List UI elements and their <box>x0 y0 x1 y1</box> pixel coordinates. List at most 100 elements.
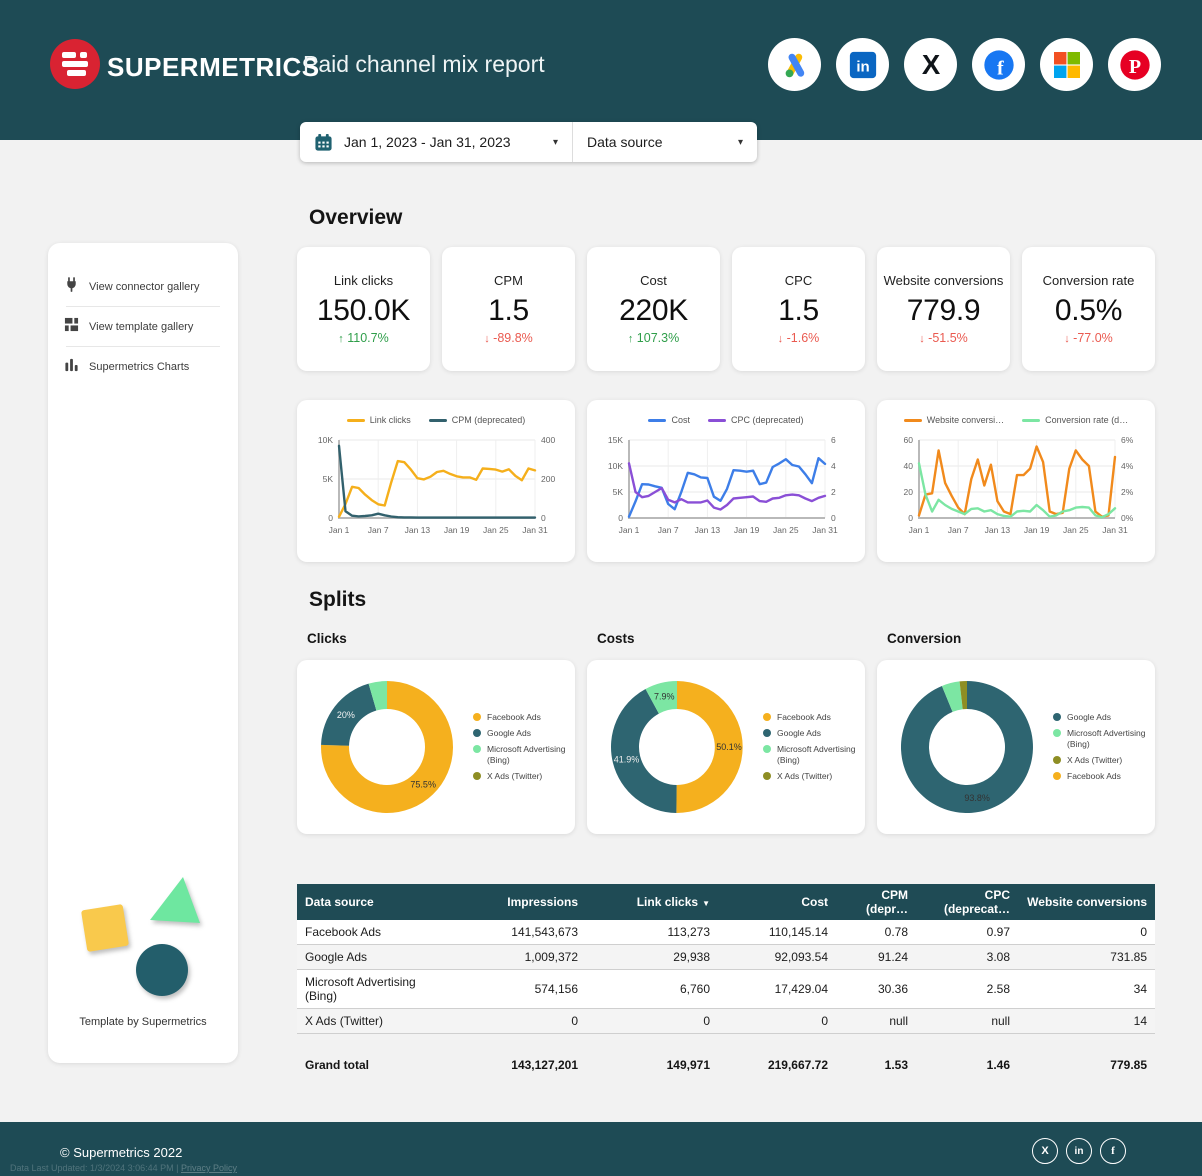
grand-total-table: Grand total 143,127,201 149,971 219,667.72 1… <box>297 1052 1155 1078</box>
svg-text:20%: 20% <box>337 710 355 720</box>
cell: 1,009,372 <box>447 944 586 970</box>
donut-legend: Facebook Ads Google Ads Microsoft Advertis… <box>473 707 575 787</box>
split-title: Clicks <box>307 631 347 646</box>
svg-text:0: 0 <box>328 513 333 523</box>
table-row-x-ads-twitter: X Ads (Twitter) 0 0 0 null null 14 <box>297 1008 1155 1034</box>
kpi-value: 150.0K <box>316 294 411 328</box>
date-range-selector[interactable]: Jan 1, 2023 - Jan 31, 2023 ▾ <box>300 133 572 152</box>
cell: 29,938 <box>586 944 718 970</box>
column-header-cost[interactable]: Cost <box>718 884 836 920</box>
svg-text:50.1%: 50.1% <box>716 742 742 752</box>
grand-total-cell: 779.85 <box>1110 1058 1147 1072</box>
cell: 3.08 <box>916 944 1018 970</box>
column-header-data-source[interactable]: Data source <box>297 884 447 920</box>
legend-item: Google Ads <box>763 728 865 739</box>
facebook-icon[interactable]: f <box>972 38 1025 91</box>
cell: 113,273 <box>586 920 718 945</box>
svg-text:6%: 6% <box>1121 435 1134 445</box>
legend-dot <box>763 744 771 753</box>
svg-text:P: P <box>1128 56 1140 78</box>
svg-text:Jan 19: Jan 19 <box>1024 525 1050 535</box>
kpi-value: 1.5 <box>488 294 529 328</box>
grand-total-cell: Grand total <box>305 1058 370 1072</box>
cell: 2.58 <box>916 969 1018 1009</box>
svg-text:93.8%: 93.8% <box>964 793 990 803</box>
legend-item: Cost <box>648 415 690 425</box>
cell: 0 <box>1018 920 1155 945</box>
sidebar-item-label: Supermetrics Charts <box>89 360 190 373</box>
conversions-rate-trend: 0 20 40 60 0% 2% 4% 6% Jan 1 Jan 7 Jan 13 Jan 19 Jan… <box>904 435 1134 535</box>
down-arrow-icon: ↓ <box>1064 333 1070 346</box>
grand-total-cell: 219,667.72 <box>767 1058 828 1072</box>
column-header-impressions[interactable]: Impressions <box>447 884 586 920</box>
up-arrow-icon: ↑ <box>338 333 344 346</box>
privacy-policy-link[interactable]: Privacy Policy <box>180 1163 237 1173</box>
cell: X Ads (Twitter) <box>297 1008 447 1034</box>
microsoft-icon[interactable] <box>1040 38 1093 91</box>
data-source-selector[interactable]: Data source ▾ <box>572 122 757 162</box>
svg-text:6: 6 <box>831 435 836 445</box>
column-header-link-clicks[interactable]: Link clicks ▼ <box>586 884 718 920</box>
legend-item: Microsoft Advertising (Bing) <box>763 744 865 766</box>
svg-text:Jan 31: Jan 31 <box>522 525 548 535</box>
sidebar-item-view-template-gallery[interactable]: View template gallery <box>48 307 238 346</box>
svg-text:40: 40 <box>904 461 914 471</box>
legend-item: Facebook Ads <box>473 712 575 723</box>
legend-dot <box>1053 712 1061 721</box>
svg-text:0: 0 <box>908 513 913 523</box>
split-col-costs: Costs 50.1% 41.9% 7.9% Facebook Ads Google Ad… <box>587 631 865 834</box>
sidebar-divider <box>66 346 220 347</box>
clicks-cpm-trend-card: Link clicks CPM (deprecated) 0 5K 10K 0 200 400… <box>297 400 575 562</box>
x-twitter-outline-icon[interactable]: X <box>1032 1138 1058 1164</box>
column-header-cpm-depr[interactable]: CPM (depr… <box>836 884 916 920</box>
sidebar-item-supermetrics-charts[interactable]: Supermetrics Charts <box>48 347 238 386</box>
pinterest-icon[interactable]: P <box>1108 38 1161 91</box>
data-last-updated: Data Last Updated: 1/3/2024 3:06:44 PM <box>10 1163 174 1173</box>
cell: 731.85 <box>1018 944 1155 970</box>
google-ads-icon[interactable] <box>768 38 821 91</box>
kpi-card-link-clicks: Link clicks 150.0K ↑ 110.7% <box>297 247 430 371</box>
svg-text:X: X <box>921 50 940 80</box>
legend-item: Microsoft Advertising (Bing) <box>1053 728 1155 750</box>
bar-chart-icon <box>64 357 79 377</box>
clicks-split: 75.5% 20% <box>320 681 453 813</box>
cell: 574,156 <box>447 969 586 1009</box>
splits-heading: Splits <box>309 588 367 611</box>
kpi-label: Website conversions <box>883 272 1004 288</box>
svg-text:Jan 1: Jan 1 <box>619 525 640 535</box>
legend-item: Facebook Ads <box>1053 771 1155 782</box>
facebook-outline-icon[interactable]: f <box>1100 1138 1126 1164</box>
svg-text:5K: 5K <box>613 487 624 497</box>
svg-text:400: 400 <box>541 435 555 445</box>
cell: 6,760 <box>586 969 718 1009</box>
svg-text:f: f <box>996 57 1003 79</box>
kpi-label: Link clicks <box>333 272 394 288</box>
svg-text:Jan 13: Jan 13 <box>405 525 431 535</box>
linkedin-icon[interactable]: in <box>836 38 889 91</box>
column-header-cpc-deprecat[interactable]: CPC (deprecat… <box>916 884 1018 920</box>
table-header: Data source Impressions Link clicks ▼ Cost CP… <box>297 884 1155 920</box>
column-header-website-conversions[interactable]: Website conversions <box>1018 884 1155 920</box>
linkedin-outline-icon[interactable]: in <box>1066 1138 1092 1164</box>
legend-item: CPM (deprecated) <box>428 415 525 425</box>
table-row-microsoft-advertising-bing: Microsoft Advertising (Bing) 574,156 6,760… <box>297 969 1155 1009</box>
legend-swatch <box>428 418 447 422</box>
legend-dot <box>763 728 771 737</box>
split-title: Conversion <box>887 631 962 646</box>
kpi-value: 1.5 <box>778 294 819 328</box>
kpi-value: 779.9 <box>906 294 981 328</box>
cell: null <box>836 1008 916 1034</box>
brand-name: SUPERMETRICS <box>107 52 320 82</box>
date-range-value: Jan 1, 2023 - Jan 31, 2023 <box>344 134 511 150</box>
legend-item: Google Ads <box>473 728 575 739</box>
kpi-delta: ↓ -51.5% <box>919 331 968 346</box>
kpi-row: Link clicks 150.0K ↑ 110.7% CPM 1.5 ↓ -89.8% C… <box>297 247 1155 371</box>
legend-dot <box>473 728 481 737</box>
calendar-icon <box>315 133 332 151</box>
sidebar-divider <box>66 306 220 307</box>
legend-swatch <box>1022 418 1041 422</box>
legend-item: Google Ads <box>1053 712 1155 723</box>
sidebar-item-view-connector-gallery[interactable]: View connector gallery <box>48 267 238 306</box>
x-twitter-icon[interactable]: X <box>904 38 957 91</box>
down-arrow-icon: ↓ <box>919 333 925 346</box>
